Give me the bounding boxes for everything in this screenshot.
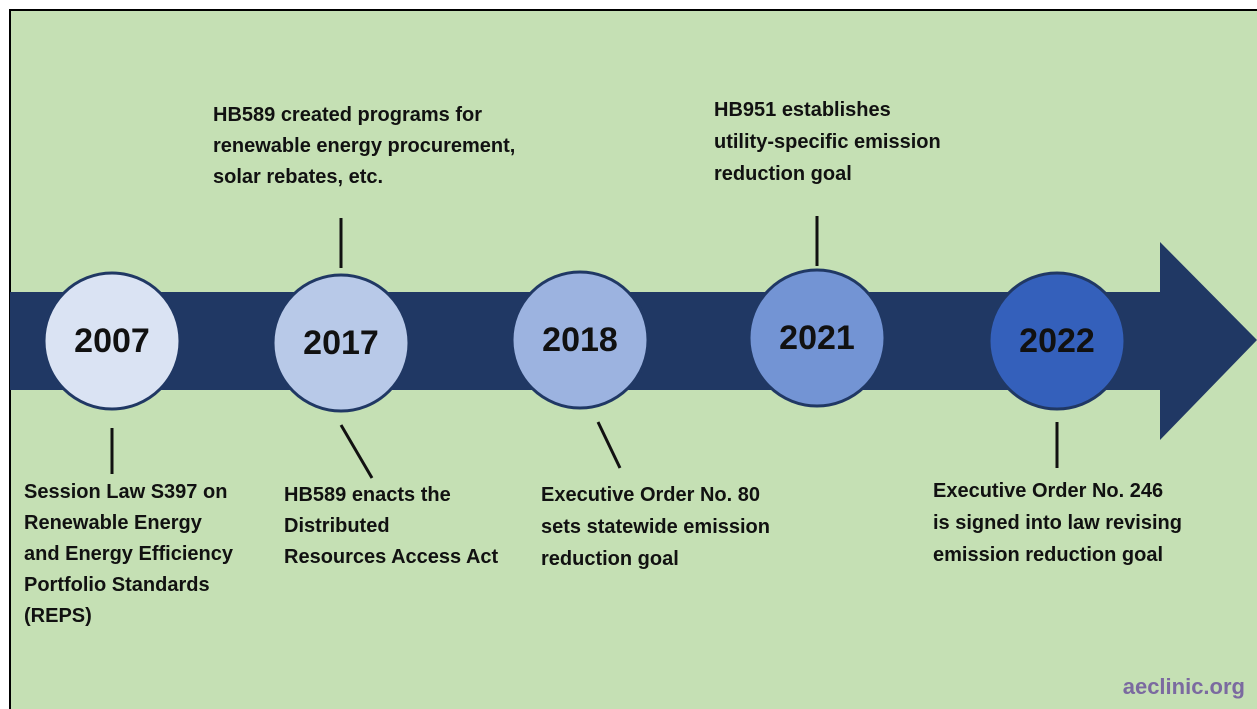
year-node <box>42 271 182 411</box>
event-text: (REPS) <box>24 605 92 627</box>
year-node <box>987 271 1127 411</box>
year-label: 2018 <box>542 321 618 359</box>
event-text: renewable energy procurement, <box>213 135 515 157</box>
event-text: Executive Order No. 246 <box>933 480 1163 502</box>
event-text: utility-specific emission <box>714 131 941 153</box>
event-text: HB589 created programs for <box>213 104 482 126</box>
year-label: 2022 <box>1019 322 1095 360</box>
year-label: 2021 <box>779 319 855 357</box>
year-label: 2017 <box>303 324 379 362</box>
connector <box>339 424 374 479</box>
event-text: Renewable Energy <box>24 512 203 534</box>
timeline-arrowhead <box>1160 242 1257 440</box>
year-label: 2007 <box>74 322 150 360</box>
year-node <box>271 273 411 413</box>
connector <box>596 421 622 469</box>
event-text: Resources Access Act <box>284 546 499 568</box>
event-text: solar rebates, etc. <box>213 166 383 188</box>
year-node <box>510 270 650 410</box>
event-text: is signed into law revising <box>933 512 1182 534</box>
event-text: sets statewide emission <box>541 516 770 538</box>
event-text: emission reduction goal <box>933 544 1163 566</box>
year-node <box>747 268 887 408</box>
event-text: Session Law S397 on <box>24 481 227 503</box>
event-text: and Energy Efficiency <box>24 543 234 565</box>
event-text: Distributed <box>284 515 390 537</box>
event-text: Portfolio Standards <box>24 574 210 596</box>
event-text: HB951 establishes <box>714 99 891 121</box>
source-label: aeclinic.org <box>1123 674 1245 699</box>
event-text: HB589 enacts the <box>284 484 451 506</box>
event-text: reduction goal <box>714 163 852 185</box>
event-text: reduction goal <box>541 548 679 570</box>
event-text: Executive Order No. 80 <box>541 484 760 506</box>
